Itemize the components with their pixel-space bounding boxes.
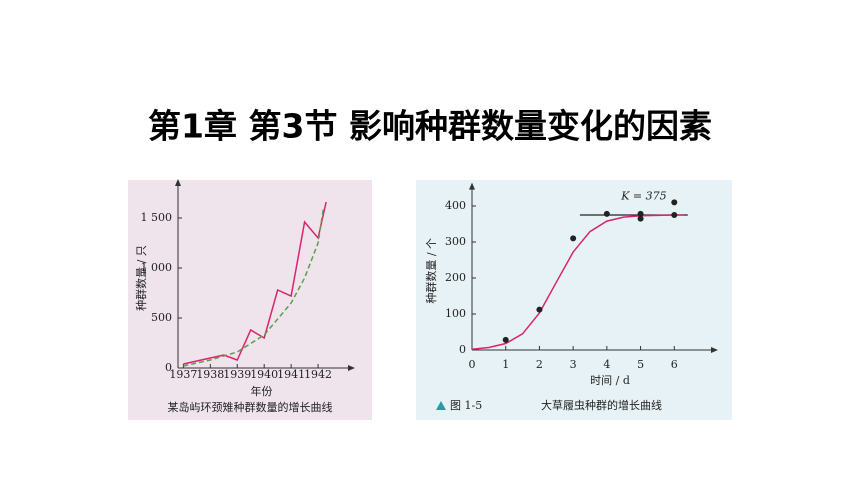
y-tick-label: 1 500 (141, 211, 173, 224)
line-series (471, 214, 685, 351)
x-tick-label: 6 (671, 358, 678, 371)
line-series (183, 201, 327, 365)
x-tick-label: 4 (603, 358, 610, 371)
x-tick-label: 1939 (223, 368, 251, 381)
x-tick-label: 2 (536, 358, 543, 371)
caption: 大草履虫种群的增长曲线 (541, 398, 662, 412)
axis-arrow (711, 347, 718, 353)
slide-title: 第1章 第3节 影响种群数量变化的因素 (148, 107, 712, 146)
x-tick-label: 0 (469, 358, 476, 371)
data-point (637, 210, 644, 217)
y-tick-label: 1 000 (141, 261, 173, 274)
data-point (603, 210, 610, 217)
x-tick-label: 1938 (196, 368, 224, 381)
y-tick-label: 500 (151, 311, 172, 324)
y-tick-label: 400 (445, 199, 466, 212)
x-axis-label: 年份 (251, 384, 273, 398)
data-point (671, 212, 678, 218)
annotation: K = 375 (620, 189, 666, 202)
x-tick-label: 1942 (304, 368, 332, 381)
data-point (502, 336, 509, 343)
x-tick-label: 1941 (277, 368, 305, 381)
data-point (637, 215, 644, 222)
axis-arrow (469, 182, 475, 190)
y-tick-label: 300 (445, 235, 466, 248)
y-tick-label: 0 (459, 343, 466, 356)
y-axis-label: 种群数量 / 只 (134, 245, 148, 311)
chart-panel (416, 180, 732, 420)
x-tick-label: 5 (637, 358, 644, 371)
chart-panel (128, 180, 372, 420)
data-point (570, 235, 577, 242)
x-tick-label: 3 (570, 358, 577, 371)
x-tick-label: 1937 (169, 368, 197, 381)
y-axis-label: 种群数量 / 个 (424, 238, 438, 304)
x-tick-label: 1940 (250, 368, 278, 381)
y-tick-label: 100 (445, 307, 466, 320)
data-point (536, 306, 543, 313)
y-tick-label: 200 (445, 271, 466, 284)
caption-icon (436, 401, 446, 410)
axis-arrow (348, 365, 355, 371)
x-axis-label: 时间 / d (590, 374, 630, 387)
line-series (183, 207, 325, 367)
y-tick-label: 0 (165, 361, 172, 374)
data-point (671, 199, 678, 206)
x-tick-label: 1 (502, 358, 509, 371)
axis-arrow (175, 179, 181, 186)
caption-label: 图 1-5 (450, 399, 482, 412)
caption: 某岛屿环颈雉种群数量的增长曲线 (168, 400, 333, 414)
